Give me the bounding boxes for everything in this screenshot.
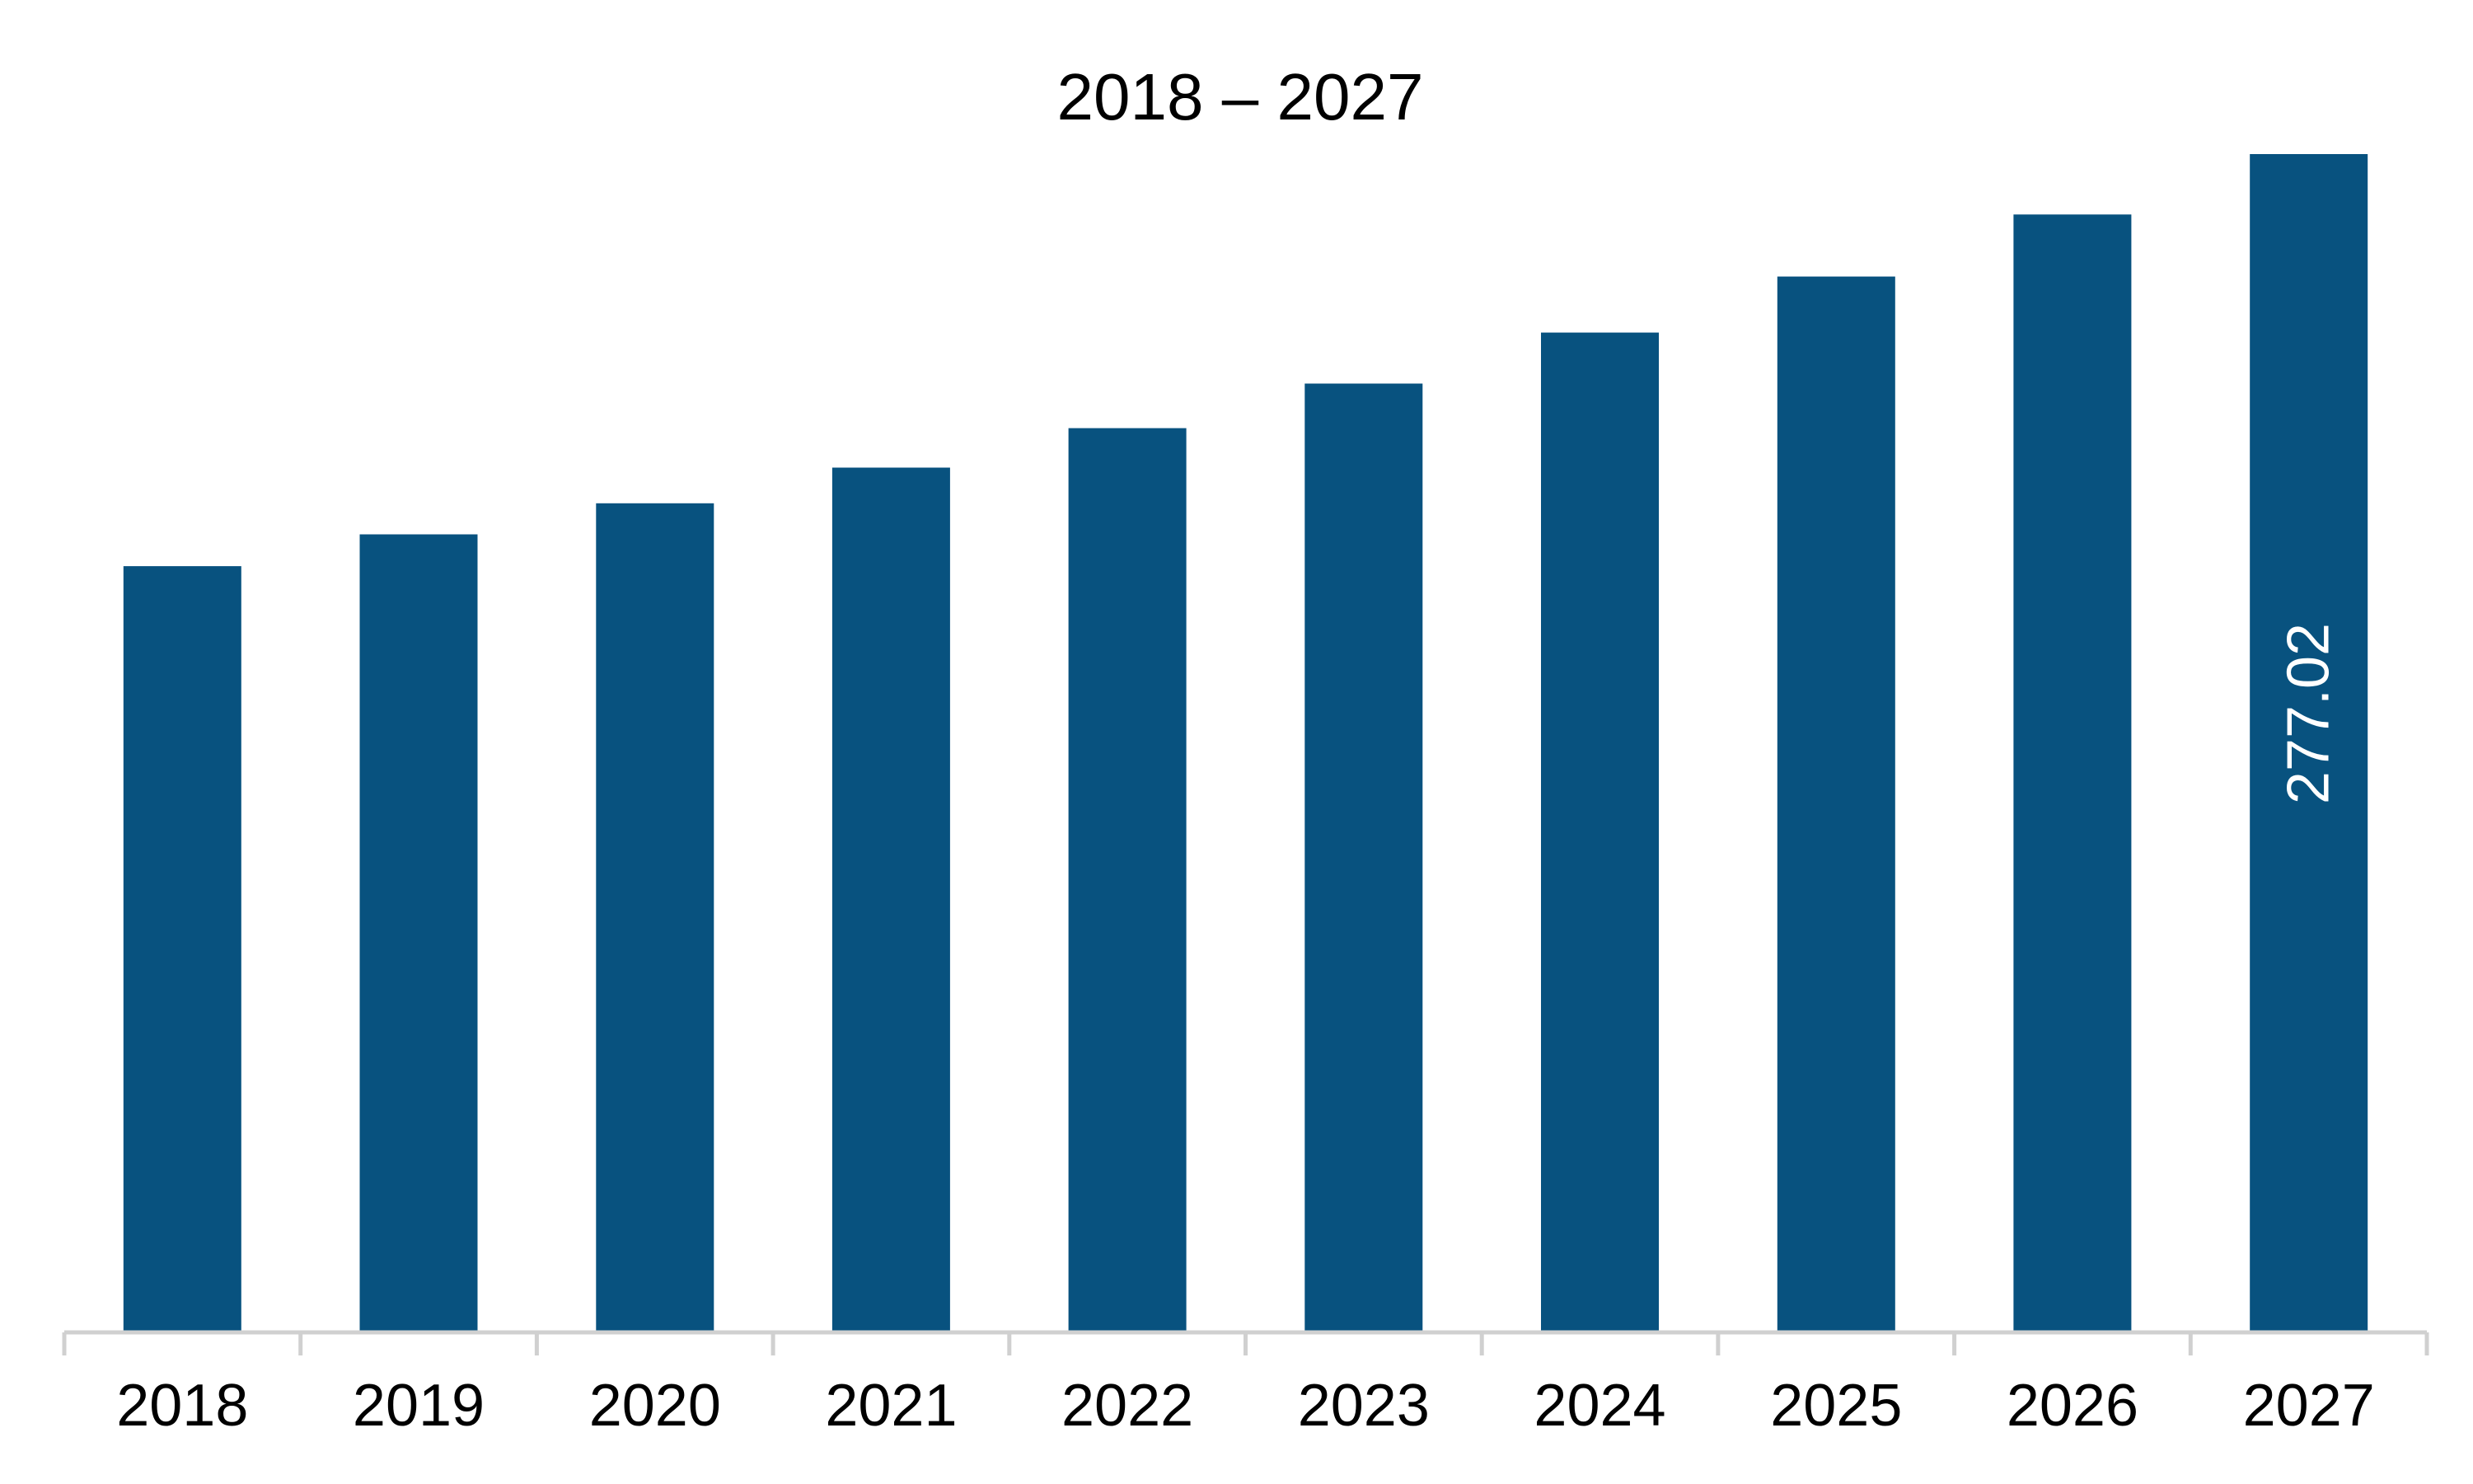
data-labels: 277.02 (2276, 623, 2342, 804)
bar-2020 (596, 503, 714, 1331)
x-tick-label-2022: 2022 (1061, 1373, 1193, 1439)
bar-2026 (2013, 214, 2132, 1331)
x-axis (62, 1330, 2429, 1355)
x-tick-label-2019: 2019 (353, 1373, 485, 1439)
bar-2019 (359, 534, 478, 1331)
bar-2025 (1777, 276, 1895, 1332)
x-tick-label-2026: 2026 (2007, 1373, 2138, 1439)
bar-2021 (831, 467, 950, 1331)
x-tick-label-2020: 2020 (589, 1373, 721, 1439)
bar-2027 (2250, 154, 2368, 1331)
x-tick-label-2025: 2025 (1770, 1373, 1902, 1439)
x-tick-labels: 2018 2019 2020 2021 2022 2023 2024 2025 2026 2027 (116, 1373, 2375, 1439)
bar-group (123, 154, 2368, 1332)
x-tick-label-2027: 2027 (2243, 1373, 2375, 1439)
bar-2024 (1541, 332, 1659, 1332)
bar-2022 (1068, 428, 1187, 1331)
bar-2018 (123, 566, 241, 1331)
x-tick-label-2023: 2023 (1298, 1373, 1430, 1439)
bar-2023 (1304, 383, 1423, 1331)
x-tick-label-2021: 2021 (825, 1373, 957, 1439)
x-tick-label-2024: 2024 (1534, 1373, 1665, 1439)
x-tick-label-2018: 2018 (116, 1373, 248, 1439)
chart-title: 2018 – 2027 (1057, 60, 1424, 133)
data-label-2027: 277.02 (2276, 623, 2342, 804)
